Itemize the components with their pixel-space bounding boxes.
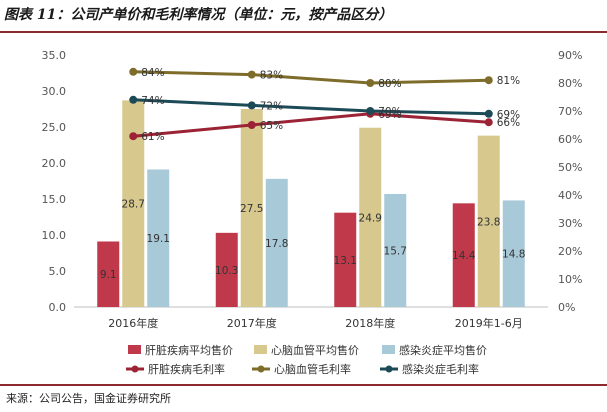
bar bbox=[265, 178, 288, 307]
y-left-tick-label: 5.0 bbox=[49, 265, 67, 278]
line-value-label: 74% bbox=[141, 95, 164, 107]
bar bbox=[97, 241, 120, 307]
line-point bbox=[247, 121, 256, 129]
y-left-tick-label: 10.0 bbox=[42, 229, 67, 242]
line-value-label: 70% bbox=[378, 106, 401, 118]
combo-chart: 0.0 5.0 10.0 15.0 20.0 25.0 30.0 35.0 0% 10% 20% 30… bbox=[42, 49, 583, 376]
y-left-tick-label: 25.0 bbox=[42, 121, 67, 134]
legend-swatch bbox=[128, 345, 141, 354]
bar-value-label: 27.5 bbox=[240, 203, 263, 215]
bar bbox=[147, 169, 170, 307]
series-line bbox=[133, 98, 489, 116]
bar bbox=[359, 127, 382, 307]
bar-value-label: 19.1 bbox=[147, 233, 170, 245]
line-value-label: 83% bbox=[260, 70, 283, 82]
bar bbox=[502, 200, 525, 307]
y-right-tick-label: 20% bbox=[558, 245, 582, 258]
y-right-tick-label: 80% bbox=[558, 77, 582, 90]
bar-value-label: 10.3 bbox=[215, 265, 238, 277]
line-point bbox=[247, 101, 256, 110]
bar-value-label: 28.7 bbox=[122, 199, 145, 211]
y-left-tick-label: 15.0 bbox=[42, 193, 67, 206]
series-line bbox=[133, 112, 489, 138]
y-left-tick-label: 20.0 bbox=[42, 157, 67, 170]
line-value-label: 65% bbox=[260, 120, 283, 132]
line-value-label: 81% bbox=[497, 75, 520, 87]
y-right-tick-label: 40% bbox=[558, 189, 582, 202]
line-value-label: 61% bbox=[141, 131, 164, 143]
legend-label: 感染炎症平均售价 bbox=[399, 343, 487, 357]
bar-value-label: 9.1 bbox=[100, 269, 117, 281]
legend-marker bbox=[385, 365, 393, 373]
bar bbox=[122, 100, 145, 307]
line-value-label: 72% bbox=[260, 100, 283, 112]
legend-swatch bbox=[382, 345, 395, 354]
bar bbox=[384, 193, 407, 307]
bar bbox=[215, 232, 238, 307]
legend-label: 心脑血管平均售价 bbox=[271, 343, 359, 357]
line-point bbox=[247, 70, 256, 79]
y-right-tick-label: 10% bbox=[558, 273, 582, 286]
line-point bbox=[129, 132, 138, 141]
bar bbox=[334, 212, 357, 307]
line-point bbox=[129, 95, 138, 104]
y-right-tick-label: 30% bbox=[558, 217, 582, 230]
chart-title: 图表 11：公司产单价和毛利率情况（单位：元，按产品区分） bbox=[4, 7, 393, 23]
bar bbox=[477, 135, 500, 307]
line-value-label: 69% bbox=[497, 109, 520, 121]
bar bbox=[240, 109, 263, 307]
bar bbox=[452, 203, 475, 307]
line-point bbox=[484, 76, 493, 85]
bottom-rule bbox=[0, 384, 607, 386]
line-point bbox=[484, 109, 493, 118]
legend-label: 感染炎症毛利率 bbox=[402, 362, 479, 376]
bar-value-label: 24.9 bbox=[359, 212, 382, 224]
y-right-tick-label: 90% bbox=[558, 49, 582, 62]
line-point bbox=[366, 107, 375, 115]
y-right-tick-label: 0% bbox=[558, 301, 575, 314]
legend-marker bbox=[257, 365, 265, 373]
line-value-label: 80% bbox=[378, 78, 401, 90]
line-point bbox=[366, 79, 375, 87]
x-tick-label: 2018年度 bbox=[345, 316, 395, 330]
series-line bbox=[133, 70, 489, 85]
bar-value-label: 23.8 bbox=[477, 216, 500, 228]
legend-label: 心脑血管毛利率 bbox=[274, 362, 351, 376]
bar-value-label: 14.8 bbox=[502, 249, 525, 261]
x-tick-label: 2017年度 bbox=[227, 316, 277, 330]
line-value-label: 66% bbox=[497, 117, 520, 129]
bar-value-label: 13.1 bbox=[334, 255, 357, 267]
x-tick-label: 2019年1-6月 bbox=[455, 316, 523, 330]
legend-marker bbox=[131, 365, 139, 373]
bar-value-label: 17.8 bbox=[265, 238, 288, 250]
y-left-tick-label: 35.0 bbox=[42, 49, 67, 62]
y-right-tick-label: 60% bbox=[558, 133, 582, 146]
y-left-tick-label: 30.0 bbox=[42, 85, 67, 98]
x-tick-label: 2016年度 bbox=[108, 316, 158, 330]
legend-swatch bbox=[254, 345, 267, 354]
bar-value-label: 14.4 bbox=[452, 250, 476, 262]
line-point bbox=[129, 67, 138, 76]
legend-label: 肝脏疾病毛利率 bbox=[148, 362, 225, 376]
top-rule bbox=[0, 31, 607, 33]
source-note: 来源：公司公告，国金证券研究所 bbox=[6, 392, 171, 405]
line-value-label: 84% bbox=[141, 67, 164, 79]
y-right-tick-label: 50% bbox=[558, 161, 582, 174]
bar-value-label: 15.7 bbox=[384, 245, 407, 257]
line-point bbox=[484, 118, 493, 127]
legend-label: 肝脏疾病平均售价 bbox=[145, 343, 233, 357]
y-left-tick-label: 0.0 bbox=[49, 301, 67, 314]
y-right-tick-label: 70% bbox=[558, 105, 582, 118]
